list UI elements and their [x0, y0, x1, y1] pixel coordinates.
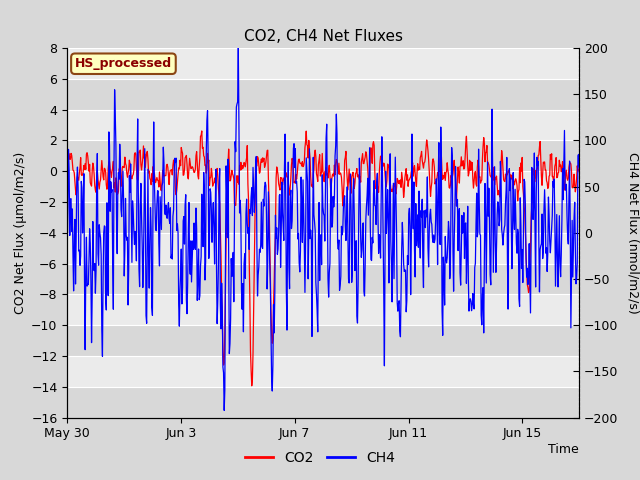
Bar — [67, 294, 579, 325]
Bar — [67, 109, 579, 140]
Legend: CO2, CH4: CO2, CH4 — [239, 445, 401, 471]
Y-axis label: CO2 Net Flux (μmol/m2/s): CO2 Net Flux (μmol/m2/s) — [14, 152, 27, 314]
Bar — [67, 233, 579, 264]
Bar — [67, 140, 579, 171]
X-axis label: Time: Time — [548, 444, 579, 456]
Bar — [67, 264, 579, 294]
Bar — [67, 171, 579, 202]
Title: CO2, CH4 Net Fluxes: CO2, CH4 Net Fluxes — [244, 29, 403, 44]
Y-axis label: CH4 Net Flux (nmol/m2/s): CH4 Net Flux (nmol/m2/s) — [627, 152, 639, 313]
Bar — [67, 325, 579, 356]
Bar — [67, 202, 579, 233]
Text: HS_processed: HS_processed — [75, 57, 172, 70]
Bar — [67, 356, 579, 387]
Bar — [67, 79, 579, 109]
Bar — [67, 387, 579, 418]
Bar — [67, 48, 579, 79]
